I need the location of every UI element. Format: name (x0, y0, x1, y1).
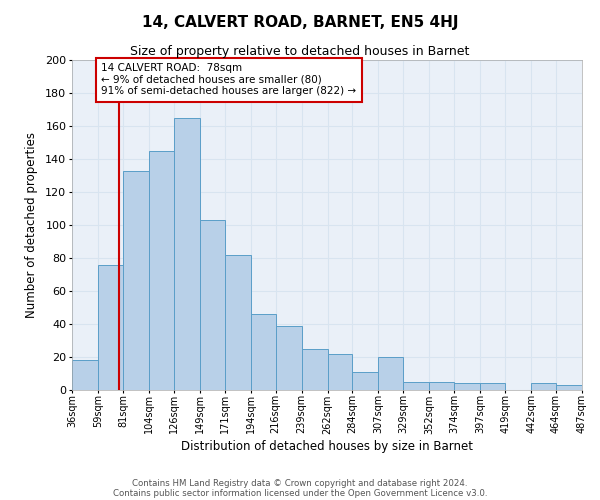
Bar (149, 151, 174, 390)
Bar (123, 170, 149, 390)
Bar (72, 360, 98, 390)
Bar (454, 384, 480, 390)
Bar (200, 220, 224, 390)
Text: 14 CALVERT ROAD:  78sqm
← 9% of detached houses are smaller (80)
91% of semi-det: 14 CALVERT ROAD: 78sqm ← 9% of detached … (101, 64, 356, 96)
Bar (224, 254, 251, 390)
Bar (251, 314, 275, 390)
Bar (379, 357, 403, 390)
Bar (403, 382, 430, 390)
Text: Contains HM Land Registry data © Crown copyright and database right 2024.: Contains HM Land Registry data © Crown c… (132, 478, 468, 488)
Bar (556, 385, 582, 390)
Text: Contains public sector information licensed under the Open Government Licence v3: Contains public sector information licen… (113, 488, 487, 498)
Text: Size of property relative to detached houses in Barnet: Size of property relative to detached ho… (130, 45, 470, 58)
Bar (480, 384, 505, 390)
Bar (531, 384, 556, 390)
Text: 14, CALVERT ROAD, BARNET, EN5 4HJ: 14, CALVERT ROAD, BARNET, EN5 4HJ (142, 15, 458, 30)
Bar (430, 382, 454, 390)
Bar (174, 118, 200, 390)
Bar (98, 264, 123, 390)
Bar (275, 326, 302, 390)
Bar (302, 349, 328, 390)
Bar (328, 354, 352, 390)
Bar (352, 372, 379, 390)
Y-axis label: Number of detached properties: Number of detached properties (25, 132, 38, 318)
X-axis label: Distribution of detached houses by size in Barnet: Distribution of detached houses by size … (181, 440, 473, 454)
